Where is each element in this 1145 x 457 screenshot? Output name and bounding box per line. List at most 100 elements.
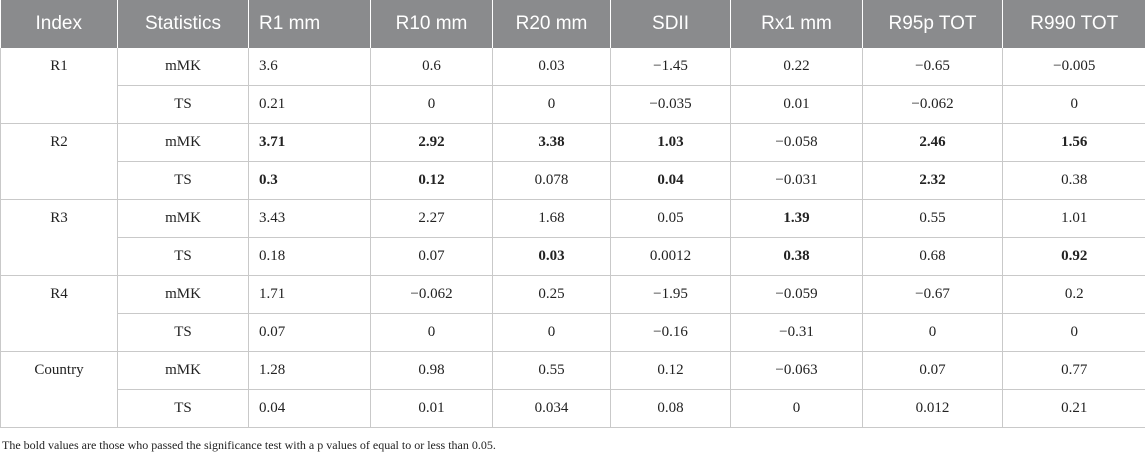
value-cell: 0.21 xyxy=(248,85,371,124)
value-cell: 3.71 xyxy=(248,123,371,162)
value-cell: 0.38 xyxy=(1002,161,1145,200)
index-cell: Country xyxy=(0,351,118,428)
value-cell: −0.062 xyxy=(862,85,1003,124)
value-cell: −0.058 xyxy=(730,123,863,162)
value-cell: −0.062 xyxy=(370,275,493,314)
value-cell: 1.01 xyxy=(1002,199,1145,238)
value-cell: −0.005 xyxy=(1002,48,1145,86)
value-cell: 0.25 xyxy=(492,275,611,314)
table-row: Country mMK 1.28 0.98 0.55 0.12 −0.063 0.07 0.77 xyxy=(0,351,1145,428)
header-r95ptot: R95p TOT xyxy=(862,0,1003,48)
index-cell: R2 xyxy=(0,123,118,200)
value-cell: 0.22 xyxy=(730,48,863,86)
value-cell: −0.031 xyxy=(730,161,863,200)
value-cell: 0 xyxy=(370,313,493,352)
value-cell: 0.12 xyxy=(610,351,731,390)
value-cell: 0 xyxy=(492,313,611,352)
header-r1mm: R1 mm xyxy=(248,0,371,48)
value-cell: 1.71 xyxy=(248,275,371,314)
statistics-table: Index Statistics R1 mm R10 mm R20 mm SDI… xyxy=(0,0,1145,428)
value-cell: 0.92 xyxy=(1002,237,1145,276)
table-footnote: The bold values are those who passed the… xyxy=(2,438,496,452)
value-cell: 3.43 xyxy=(248,199,371,238)
header-index: Index xyxy=(0,0,118,48)
value-cell: 0.3 xyxy=(248,161,371,200)
value-cell: 0.6 xyxy=(370,48,493,86)
value-cell: 0.0012 xyxy=(610,237,731,276)
index-cell: R3 xyxy=(0,199,118,276)
value-cell: 0.03 xyxy=(492,237,611,276)
value-cell: −1.45 xyxy=(610,48,731,86)
statistic-cell: TS xyxy=(117,85,249,124)
value-cell: 0.68 xyxy=(862,237,1003,276)
value-cell: 0.38 xyxy=(730,237,863,276)
table-row: TS 0.07 0 0 −0.16 −0.31 0 0 xyxy=(1,313,1145,352)
value-cell: 0.07 xyxy=(248,313,371,352)
statistic-cell: TS xyxy=(117,161,249,200)
value-cell: 3.38 xyxy=(492,123,611,162)
value-cell: 1.68 xyxy=(492,199,611,238)
value-cell: −0.31 xyxy=(730,313,863,352)
value-cell: 2.27 xyxy=(370,199,493,238)
table-row: R2 mMK 3.71 2.92 3.38 1.03 −0.058 2.46 1.56 xyxy=(0,123,1145,200)
value-cell: 3.6 xyxy=(248,48,371,86)
value-cell: 0.078 xyxy=(492,161,611,200)
statistic-cell: mMK xyxy=(117,275,249,314)
value-cell: 0 xyxy=(730,389,863,428)
header-rx1mm: Rx1 mm xyxy=(730,0,863,48)
value-cell: 0 xyxy=(1002,313,1145,352)
index-cell: R1 xyxy=(0,48,118,124)
value-cell: 0.01 xyxy=(370,389,493,428)
value-cell: 0.08 xyxy=(610,389,731,428)
table-row: TS 0.18 0.07 0.03 0.0012 0.38 0.68 0.92 xyxy=(1,237,1145,276)
value-cell: 2.46 xyxy=(862,123,1003,162)
value-cell: −0.059 xyxy=(730,275,863,314)
value-cell: 0.55 xyxy=(862,199,1003,238)
table-row: R4 mMK 1.71 −0.062 0.25 −1.95 −0.059 −0.67 0.2 xyxy=(0,275,1145,352)
table-row: TS 0.3 0.12 0.078 0.04 −0.031 2.32 0.38 xyxy=(1,161,1145,200)
value-cell: 2.32 xyxy=(862,161,1003,200)
table-row: TS 0.21 0 0 −0.035 0.01 −0.062 0 xyxy=(1,85,1145,124)
table-row: R1 mMK 3.6 0.6 0.03 −1.45 0.22 −0.65 −0.005 xyxy=(0,48,1145,124)
value-cell: 0.2 xyxy=(1002,275,1145,314)
value-cell: 0.07 xyxy=(370,237,493,276)
value-cell: 2.92 xyxy=(370,123,493,162)
value-cell: 0.12 xyxy=(370,161,493,200)
value-cell: 1.28 xyxy=(248,351,371,390)
table-row: R3 mMK 3.43 2.27 1.68 0.05 1.39 0.55 1.01 xyxy=(0,199,1145,276)
value-cell: 0.034 xyxy=(492,389,611,428)
value-cell: 1.39 xyxy=(730,199,863,238)
value-cell: 0.07 xyxy=(862,351,1003,390)
statistic-cell: mMK xyxy=(117,351,249,390)
value-cell: −0.16 xyxy=(610,313,731,352)
value-cell: −0.063 xyxy=(730,351,863,390)
value-cell: 0.03 xyxy=(492,48,611,86)
header-row: Index Statistics R1 mm R10 mm R20 mm SDI… xyxy=(0,0,1145,48)
statistic-cell: TS xyxy=(117,237,249,276)
statistic-cell: mMK xyxy=(117,48,249,86)
value-cell: −1.95 xyxy=(610,275,731,314)
header-r990tot: R990 TOT xyxy=(1002,0,1145,48)
table-header: Index Statistics R1 mm R10 mm R20 mm SDI… xyxy=(0,0,1145,48)
header-statistics: Statistics xyxy=(117,0,249,48)
header-r20mm: R20 mm xyxy=(492,0,611,48)
statistic-cell: mMK xyxy=(117,199,249,238)
value-cell: 0.01 xyxy=(730,85,863,124)
value-cell: 1.56 xyxy=(1002,123,1145,162)
value-cell: 0.21 xyxy=(1002,389,1145,428)
value-cell: 0 xyxy=(1002,85,1145,124)
statistic-cell: TS xyxy=(117,313,249,352)
statistic-cell: TS xyxy=(117,389,249,428)
value-cell: 0.55 xyxy=(492,351,611,390)
table-body: R1 mMK 3.6 0.6 0.03 −1.45 0.22 −0.65 −0.005 TS 0.2… xyxy=(0,48,1145,428)
value-cell: 0.04 xyxy=(610,161,731,200)
statistic-cell: mMK xyxy=(117,123,249,162)
header-sdii: SDII xyxy=(610,0,731,48)
value-cell: 0.05 xyxy=(610,199,731,238)
value-cell: 0 xyxy=(370,85,493,124)
value-cell: 0.18 xyxy=(248,237,371,276)
value-cell: 0.77 xyxy=(1002,351,1145,390)
value-cell: 1.03 xyxy=(610,123,731,162)
value-cell: 0 xyxy=(492,85,611,124)
table-row: TS 0.04 0.01 0.034 0.08 0 0.012 0.21 xyxy=(1,389,1145,428)
